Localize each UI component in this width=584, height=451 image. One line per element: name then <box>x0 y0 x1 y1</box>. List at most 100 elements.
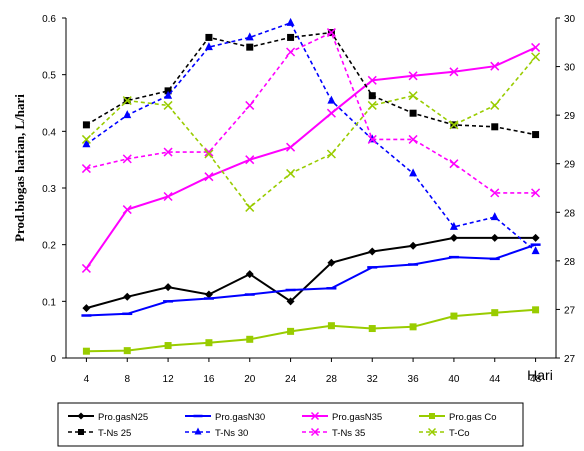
data-point <box>286 17 295 26</box>
data-point <box>531 188 541 198</box>
series-line <box>86 308 536 353</box>
legend-box <box>57 402 524 447</box>
legend-item: T-Ns 25 <box>68 428 131 439</box>
data-point <box>327 95 336 104</box>
data-point <box>122 205 132 215</box>
data-point <box>164 342 172 350</box>
data-point <box>449 159 459 169</box>
data-point <box>326 149 336 159</box>
data-point <box>449 67 459 77</box>
data-point <box>163 191 173 202</box>
x-tick-label: 8 <box>124 374 130 385</box>
data-point <box>81 263 91 273</box>
data-point <box>122 96 132 106</box>
x-tick-label: 48 <box>530 374 542 385</box>
y-left-tick-label: 0.2 <box>42 241 56 252</box>
legend-item: Pro.gas Co <box>419 412 497 423</box>
data-point <box>245 270 254 279</box>
y-right-tick-label: 27 <box>564 305 576 316</box>
data-point <box>367 134 377 144</box>
data-point <box>82 347 90 355</box>
x-tick-label: 24 <box>285 374 297 385</box>
data-point <box>491 309 499 317</box>
series-line <box>85 21 537 252</box>
legend-item: T-Ns 30 <box>185 427 248 439</box>
data-point <box>368 92 376 100</box>
data-point <box>204 172 214 182</box>
x-tick-label: 40 <box>448 374 460 385</box>
legend-item: T-Ns 35 <box>302 427 365 439</box>
series-line <box>85 46 537 270</box>
data-point <box>205 339 213 347</box>
legend-label: T-Ns 30 <box>215 428 248 439</box>
data-point <box>532 131 540 139</box>
legend-swatch-marker <box>310 427 320 437</box>
data-point <box>490 61 500 71</box>
legend-item: Pro.gasN25 <box>68 412 148 423</box>
data-point <box>490 233 499 242</box>
data-point <box>81 164 91 174</box>
series-line <box>86 243 536 317</box>
data-point <box>409 109 417 117</box>
data-point <box>286 297 295 306</box>
data-point <box>204 149 214 159</box>
data-point <box>327 258 336 267</box>
legend-swatch-marker <box>427 427 437 437</box>
data-point <box>123 110 132 119</box>
legend-swatch-marker <box>429 413 435 419</box>
data-point <box>490 100 500 110</box>
series-5 <box>82 17 540 255</box>
data-point <box>122 154 132 164</box>
x-tick-label: 28 <box>326 374 338 385</box>
data-point <box>246 43 254 51</box>
legend-label: T-Ns 35 <box>332 428 365 439</box>
legend-item: Pro.gasN30 <box>185 412 265 423</box>
data-point <box>327 322 335 330</box>
data-point <box>490 212 499 221</box>
data-point <box>286 142 296 152</box>
x-tick-label: 12 <box>163 374 175 385</box>
y-left-tick-label: 0.3 <box>42 184 56 195</box>
data-point <box>81 134 91 144</box>
data-point <box>123 347 131 355</box>
data-point <box>204 42 213 51</box>
data-point <box>163 100 173 110</box>
data-point <box>123 292 132 301</box>
data-point <box>531 233 540 242</box>
data-point <box>408 91 418 101</box>
data-point <box>326 28 336 38</box>
data-point <box>409 168 418 177</box>
data-point <box>490 188 500 198</box>
data-point <box>287 33 295 41</box>
data-point <box>286 47 296 57</box>
legend-swatch-marker <box>310 411 320 421</box>
legend-swatch-marker <box>194 427 202 435</box>
x-tick-label: 44 <box>489 374 501 385</box>
legend: Pro.gasN25 Pro.gasN30 Pro.gasN35 Pro.gas Co… <box>57 402 524 447</box>
x-tick-label: 36 <box>408 374 420 385</box>
data-point <box>368 247 377 256</box>
data-point <box>245 100 255 110</box>
y-left-tick-label: 0 <box>50 354 56 365</box>
y-left-tick-label: 0.1 <box>42 297 56 308</box>
series-line <box>86 236 536 310</box>
legend-label: Pro.gas Co <box>449 412 497 423</box>
data-point <box>409 323 417 331</box>
y-right-tick-label: 28 <box>564 208 576 219</box>
data-point <box>408 134 418 144</box>
series-0 <box>82 233 540 313</box>
data-point <box>287 327 295 335</box>
series-line <box>85 31 536 136</box>
data-point <box>532 306 540 314</box>
y-right-tick-label: 28 <box>564 257 576 268</box>
data-point <box>531 52 541 62</box>
y-right-tick-label: 27 <box>564 354 576 365</box>
series-7 <box>81 52 541 212</box>
legend-item: Pro.gasN35 <box>302 411 382 423</box>
x-tick-label: 20 <box>244 374 256 385</box>
series-line <box>86 31 536 194</box>
data-point <box>82 139 91 148</box>
series-1 <box>81 243 541 317</box>
